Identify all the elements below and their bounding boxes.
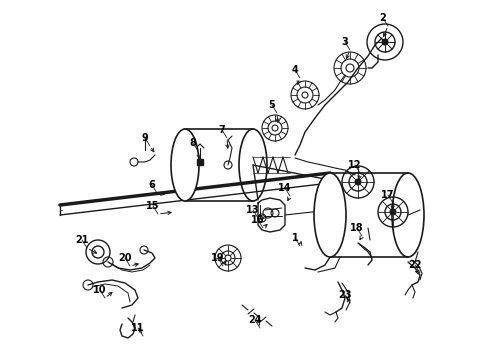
Text: 15: 15 <box>146 201 160 211</box>
Text: 13: 13 <box>246 205 260 215</box>
Text: 24: 24 <box>248 315 262 325</box>
Text: 7: 7 <box>219 125 225 135</box>
Circle shape <box>355 179 361 185</box>
Text: 10: 10 <box>93 285 107 295</box>
Text: 9: 9 <box>142 133 148 143</box>
Text: 1: 1 <box>292 233 298 243</box>
Ellipse shape <box>314 173 346 257</box>
Text: 21: 21 <box>75 235 89 245</box>
Circle shape <box>390 209 396 215</box>
Text: 23: 23 <box>338 290 352 300</box>
Text: 2: 2 <box>380 13 387 23</box>
Text: 19: 19 <box>211 253 225 263</box>
Ellipse shape <box>171 129 199 201</box>
Text: 3: 3 <box>342 37 348 47</box>
Text: 17: 17 <box>381 190 395 200</box>
Text: 5: 5 <box>269 100 275 110</box>
Text: 20: 20 <box>118 253 132 263</box>
Text: 4: 4 <box>292 65 298 75</box>
Text: 6: 6 <box>148 180 155 190</box>
Text: 18: 18 <box>350 223 364 233</box>
Text: 11: 11 <box>131 323 145 333</box>
Text: 14: 14 <box>278 183 292 193</box>
Text: 8: 8 <box>190 138 196 148</box>
Text: 22: 22 <box>408 260 422 270</box>
Circle shape <box>382 39 388 45</box>
Text: 16: 16 <box>251 215 265 225</box>
Text: 12: 12 <box>348 160 362 170</box>
